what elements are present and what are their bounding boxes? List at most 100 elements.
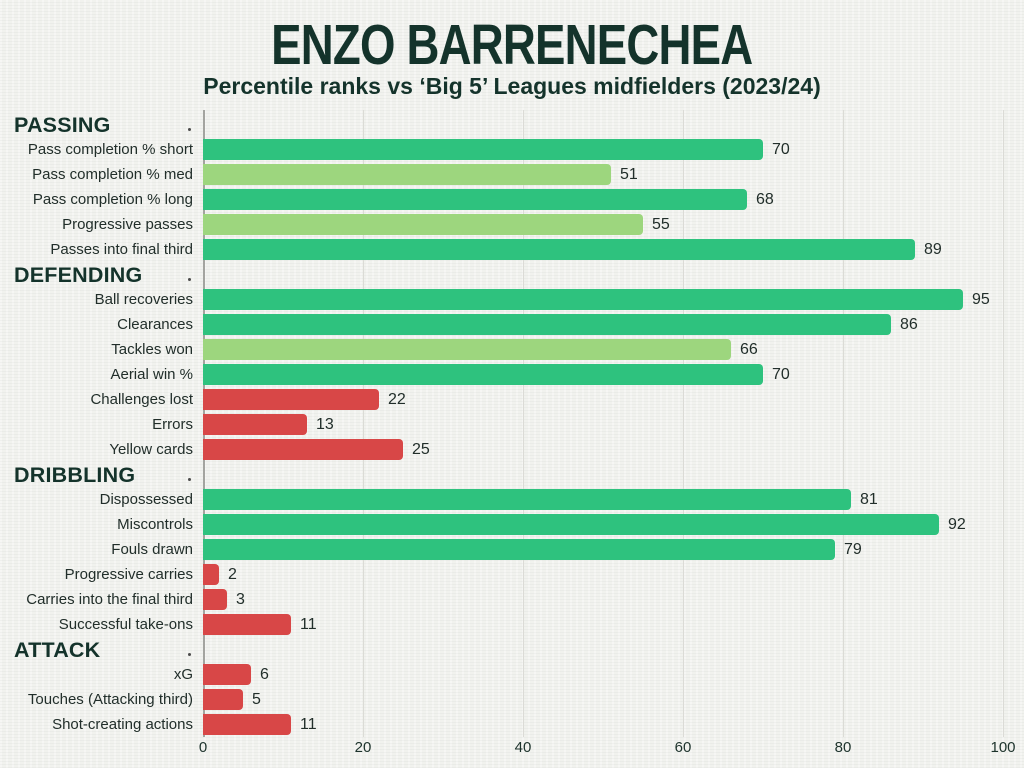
gridline (1003, 110, 1004, 737)
percentile-bar (203, 239, 915, 260)
percentile-value: 55 (652, 216, 670, 233)
metric-row: Challenges lost 22 (0, 387, 1024, 412)
percentile-bar (203, 689, 243, 710)
percentile-bar (203, 214, 643, 235)
percentile-value: 11 (300, 616, 317, 633)
metric-label: Pass completion % med (32, 166, 193, 183)
percentile-value: 95 (972, 291, 990, 308)
section-header-row: PASSING (0, 112, 1024, 137)
percentile-bar (203, 414, 307, 435)
section-header-defending: DEFENDING (14, 263, 143, 287)
percentile-value: 92 (948, 516, 966, 533)
metric-row: Pass completion % med 51 (0, 162, 1024, 187)
percentile-bar (203, 589, 227, 610)
percentile-value: 3 (236, 591, 245, 608)
metric-row: Tackles won 66 (0, 337, 1024, 362)
percentile-value: 5 (252, 691, 261, 708)
percentile-value: 86 (900, 316, 918, 333)
percentile-bar (203, 614, 291, 635)
section-header-row: ATTACK (0, 637, 1024, 662)
section-header-dribbling: DRIBBLING (14, 463, 136, 487)
metric-row: Carries into the final third 3 (0, 587, 1024, 612)
percentile-bar (203, 139, 763, 160)
metric-label: Ball recoveries (94, 291, 193, 308)
header-tick-dot (188, 653, 191, 656)
metric-label: Successful take-ons (58, 616, 193, 633)
metric-row: Ball recoveries 95 (0, 287, 1024, 312)
metric-label: Dispossessed (99, 491, 193, 508)
metric-row: Dispossessed 81 (0, 487, 1024, 512)
percentile-value: 70 (772, 366, 790, 383)
gridline (523, 110, 524, 737)
percentile-bar (203, 189, 747, 210)
x-tick-label: 40 (514, 739, 532, 756)
header-tick-dot (188, 128, 191, 131)
metric-label: Pass completion % long (32, 191, 193, 208)
metric-label: Touches (Attacking third) (27, 691, 193, 708)
percentile-value: 70 (772, 141, 790, 158)
metric-label: Pass completion % short (27, 141, 193, 158)
x-tick-label: 80 (834, 739, 852, 756)
bar-rows: PASSING Pass completion % short 70 Pass com… (0, 112, 1024, 737)
metric-label: Challenges lost (90, 391, 193, 408)
header-tick-dot (188, 478, 191, 481)
metric-row: Progressive passes 55 (0, 212, 1024, 237)
percentile-value: 22 (388, 391, 406, 408)
percentile-bar (203, 364, 763, 385)
metric-label: Yellow cards (109, 441, 193, 458)
percentile-bar (203, 339, 731, 360)
percentile-bar (203, 314, 891, 335)
metric-row: Pass completion % long 68 (0, 187, 1024, 212)
metric-row: xG 6 (0, 662, 1024, 687)
metric-row: Clearances 86 (0, 312, 1024, 337)
percentile-bar (203, 439, 403, 460)
metric-row: Errors 13 (0, 412, 1024, 437)
percentile-value: 2 (228, 566, 237, 583)
x-tick-label: 60 (674, 739, 692, 756)
header-tick-dot (188, 278, 191, 281)
metric-row: Successful take-ons 11 (0, 612, 1024, 637)
metric-label: Tackles won (111, 341, 193, 358)
metric-row: Passes into final third 89 (0, 237, 1024, 262)
percentile-value: 68 (756, 191, 774, 208)
percentile-value: 89 (924, 241, 942, 258)
percentile-value: 51 (620, 166, 638, 183)
percentile-bar (203, 164, 611, 185)
gridline (683, 110, 684, 737)
metric-row: Fouls drawn 79 (0, 537, 1024, 562)
percentile-value: 13 (316, 416, 334, 433)
section-header-row: DRIBBLING (0, 462, 1024, 487)
section-header-passing: PASSING (14, 113, 111, 137)
metric-label: Clearances (117, 316, 193, 333)
page-title: ENZO BARRENECHEA (0, 12, 1024, 78)
metric-label: Passes into final third (50, 241, 193, 258)
percentile-value: 79 (844, 541, 862, 558)
metric-label: Progressive passes (62, 216, 193, 233)
metric-row: Aerial win % 70 (0, 362, 1024, 387)
metric-row: Progressive carries 2 (0, 562, 1024, 587)
percentile-bar (203, 389, 379, 410)
section-header-row: DEFENDING (0, 262, 1024, 287)
percentile-value: 25 (412, 441, 430, 458)
metric-label: xG (173, 666, 193, 683)
chart-subtitle: Percentile ranks vs ‘Big 5’ Leagues midf… (203, 73, 821, 99)
percentile-value: 6 (260, 666, 269, 683)
percentile-value: 11 (300, 716, 317, 733)
metric-row: Shot-creating actions 11 (0, 712, 1024, 737)
metric-row: Yellow cards 25 (0, 437, 1024, 462)
gridline (363, 110, 364, 737)
percentile-bar (203, 514, 939, 535)
percentile-bar (203, 564, 219, 585)
metric-label: Fouls drawn (111, 541, 193, 558)
percentile-bar (203, 539, 835, 560)
gridline (843, 110, 844, 737)
x-tick-label: 100 (990, 739, 1016, 756)
x-tick-label: 20 (354, 739, 372, 756)
metric-row: Miscontrols 92 (0, 512, 1024, 537)
metric-label: Progressive carries (64, 566, 193, 583)
metric-label: Shot-creating actions (52, 716, 193, 733)
percentile-bar (203, 664, 251, 685)
metric-label: Aerial win % (110, 366, 193, 383)
percentile-value: 81 (860, 491, 878, 508)
